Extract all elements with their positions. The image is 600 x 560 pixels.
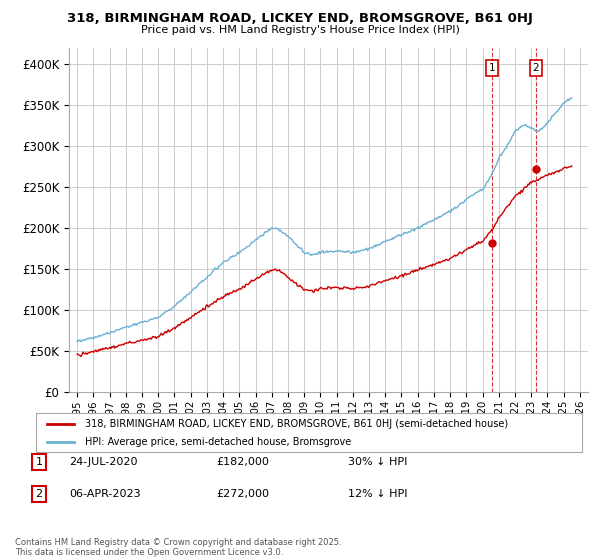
Text: 1: 1 — [488, 63, 495, 73]
Text: 30% ↓ HPI: 30% ↓ HPI — [348, 457, 407, 467]
Text: 24-JUL-2020: 24-JUL-2020 — [69, 457, 137, 467]
Text: 12% ↓ HPI: 12% ↓ HPI — [348, 489, 407, 499]
Text: £272,000: £272,000 — [216, 489, 269, 499]
Text: HPI: Average price, semi-detached house, Bromsgrove: HPI: Average price, semi-detached house,… — [85, 436, 352, 446]
Text: 2: 2 — [532, 63, 539, 73]
Text: Price paid vs. HM Land Registry's House Price Index (HPI): Price paid vs. HM Land Registry's House … — [140, 25, 460, 35]
Text: 2: 2 — [35, 489, 43, 499]
Text: 1: 1 — [35, 457, 43, 467]
Text: 318, BIRMINGHAM ROAD, LICKEY END, BROMSGROVE, B61 0HJ (semi-detached house): 318, BIRMINGHAM ROAD, LICKEY END, BROMSG… — [85, 419, 508, 430]
Text: Contains HM Land Registry data © Crown copyright and database right 2025.
This d: Contains HM Land Registry data © Crown c… — [15, 538, 341, 557]
Text: 06-APR-2023: 06-APR-2023 — [69, 489, 140, 499]
Text: £182,000: £182,000 — [216, 457, 269, 467]
Text: 318, BIRMINGHAM ROAD, LICKEY END, BROMSGROVE, B61 0HJ: 318, BIRMINGHAM ROAD, LICKEY END, BROMSG… — [67, 12, 533, 25]
